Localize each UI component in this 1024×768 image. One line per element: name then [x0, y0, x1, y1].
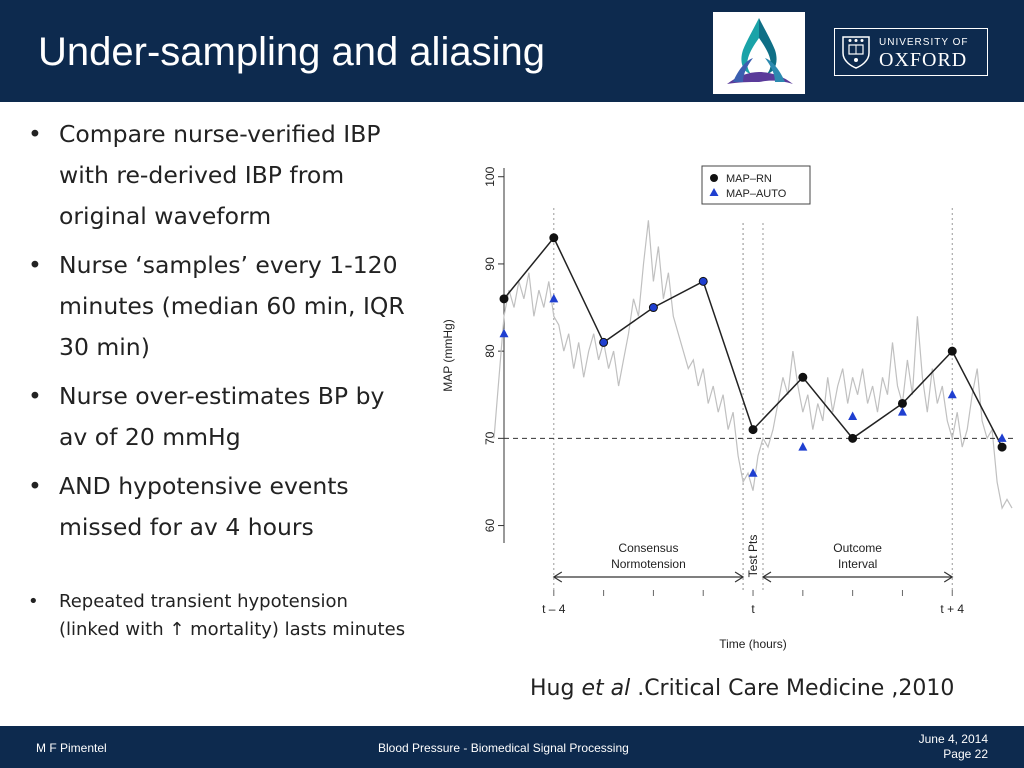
- y-axis-label: MAP (mmHg): [441, 319, 455, 391]
- map-rn-point: [848, 433, 858, 443]
- legend-auto-marker: [709, 188, 719, 196]
- map-rn-point: [897, 398, 907, 408]
- oxford-logo-line1: UNIVERSITY OF: [879, 37, 969, 48]
- bullet-text: Repeated transient hypotension (linked w…: [59, 591, 406, 640]
- legend-rn-marker: [710, 174, 718, 182]
- waveform-line: [493, 220, 1013, 510]
- footer-date-page: June 4, 2014 Page 22: [919, 732, 988, 762]
- y-tick-label: 70: [483, 431, 497, 445]
- bullet-text: Compare nurse-verified IBP with re-deriv…: [59, 120, 381, 230]
- x-tick-label: t – 4: [542, 602, 566, 616]
- citation-etal: et al: [581, 676, 631, 701]
- phase-arrow-head: [943, 571, 954, 583]
- bullet-item: • Nurse ‘samples’ every 1-120 minutes (me…: [28, 245, 408, 368]
- phase-label-line2: Normotension: [611, 557, 686, 571]
- footer-date: June 4, 2014: [918, 732, 988, 746]
- map-chart: 60 70 80 90 100 MAP (mmHg) MAP–RN MAP–AUTO Conse…: [441, 165, 1017, 651]
- legend-rn-label: MAP–RN: [726, 173, 772, 185]
- map-auto-point: [748, 468, 758, 477]
- bullet-text: Nurse over-estimates BP by av of 20 mmHg: [59, 382, 385, 451]
- phase-label-line1: Outcome: [833, 541, 882, 555]
- bullet-text: AND hypotensive events missed for av 4 h…: [59, 472, 349, 541]
- x-tick-label: t: [751, 602, 755, 616]
- triangle-logo-icon: [713, 12, 805, 94]
- citation-author: Hug: [530, 676, 582, 701]
- bullet-dot-icon: •: [28, 472, 42, 500]
- x-axis-label: Time (hours): [719, 637, 787, 651]
- x-tick-label: t + 4: [940, 602, 964, 616]
- map-auto-point: [897, 407, 907, 416]
- map-rn-point: [648, 303, 658, 313]
- oxford-logo: UNIVERSITY OF OXFORD: [834, 28, 988, 76]
- map-auto-point: [499, 328, 509, 338]
- footer-author: M F Pimentel: [36, 741, 107, 755]
- legend-auto-label: MAP–AUTO: [726, 188, 787, 200]
- map-auto-point: [798, 442, 808, 451]
- map-rn-point: [499, 294, 509, 304]
- map-auto-point: [549, 293, 559, 303]
- bullet-dot-icon: •: [28, 591, 39, 612]
- slide-header: Under-sampling and aliasing UNIVERSITY O…: [0, 0, 1024, 102]
- bullet-text: Nurse ‘samples’ every 1-120 minutes (med…: [59, 251, 405, 361]
- map-rn-point: [748, 425, 758, 435]
- y-tick-label: 100: [483, 166, 497, 186]
- map-auto-point: [997, 433, 1007, 442]
- citation-journal: .Critical Care Medicine ,2010: [630, 676, 955, 701]
- bullet-item: • Compare nurse-verified IBP with re-deri…: [28, 114, 408, 237]
- map-rn-point: [549, 233, 559, 243]
- bullet-dot-icon: •: [28, 382, 42, 410]
- phase-arrow-head: [734, 571, 745, 583]
- phase-arrow-head: [552, 571, 563, 583]
- y-tick-label: 80: [483, 344, 497, 358]
- phase-label-vertical: Test Pts: [746, 535, 760, 578]
- phase-label-line1: Consensus: [618, 541, 678, 555]
- phase-label-line2: Interval: [838, 557, 877, 571]
- map-rn-point: [599, 337, 609, 347]
- bullet-dot-icon: •: [28, 251, 42, 279]
- bullet-item: • Nurse over-estimates BP by av of 20 mmH…: [28, 376, 408, 458]
- bullet-item: • AND hypotensive events missed for av 4 …: [28, 466, 408, 548]
- oxford-crest-icon: [842, 36, 870, 69]
- map-rn-point: [997, 442, 1007, 452]
- slide-footer: M F Pimentel Blood Pressure - Biomedical…: [0, 726, 1024, 768]
- y-tick-label: 90: [483, 257, 497, 271]
- map-rn-point: [947, 346, 957, 356]
- phase-arrow-head: [761, 571, 772, 583]
- map-rn-point: [798, 372, 808, 382]
- oxford-logo-line2: OXFORD: [879, 49, 968, 71]
- map-auto-point: [848, 411, 858, 421]
- slide-title: Under-sampling and aliasing: [38, 30, 545, 74]
- map-auto-point: [947, 389, 957, 399]
- map-rn-point: [698, 276, 708, 286]
- citation: Hug et al .Critical Care Medicine ,2010: [530, 676, 954, 701]
- bullet-list: • Compare nurse-verified IBP with re-deri…: [28, 114, 408, 652]
- y-tick-label: 60: [483, 519, 497, 533]
- bullet-dot-icon: •: [28, 120, 42, 148]
- legend-box: [701, 165, 811, 205]
- footer-page: Page 22: [943, 747, 988, 761]
- footer-course: Blood Pressure - Biomedical Signal Proce…: [378, 741, 629, 755]
- bullet-item: • Repeated transient hypotension (linked …: [28, 588, 408, 644]
